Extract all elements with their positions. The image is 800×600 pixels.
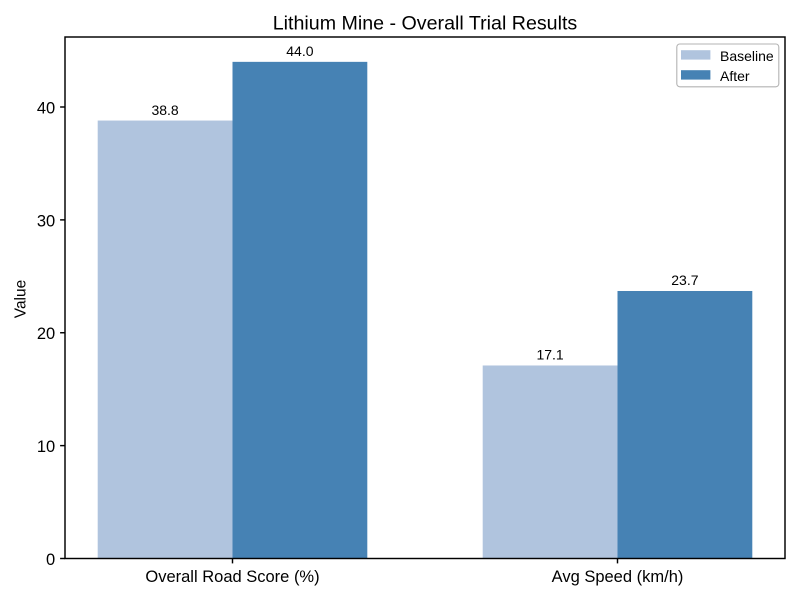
- svg-text:Value: Value: [13, 280, 30, 319]
- svg-text:20: 20: [37, 325, 55, 343]
- svg-text:44.0: 44.0: [286, 43, 313, 59]
- svg-text:30: 30: [37, 212, 55, 230]
- svg-text:17.1: 17.1: [536, 347, 563, 363]
- svg-text:Avg Speed (km/h): Avg Speed (km/h): [552, 568, 684, 586]
- svg-text:Lithium Mine - Overall Trial R: Lithium Mine - Overall Trial Results: [273, 12, 578, 34]
- svg-text:10: 10: [37, 438, 55, 456]
- svg-text:Baseline: Baseline: [720, 48, 774, 64]
- svg-text:After: After: [720, 68, 750, 84]
- svg-text:38.8: 38.8: [151, 102, 178, 118]
- svg-text:0: 0: [46, 551, 55, 569]
- svg-text:Overall Road Score (%): Overall Road Score (%): [145, 568, 319, 586]
- svg-text:40: 40: [37, 100, 55, 118]
- svg-text:23.7: 23.7: [671, 272, 698, 288]
